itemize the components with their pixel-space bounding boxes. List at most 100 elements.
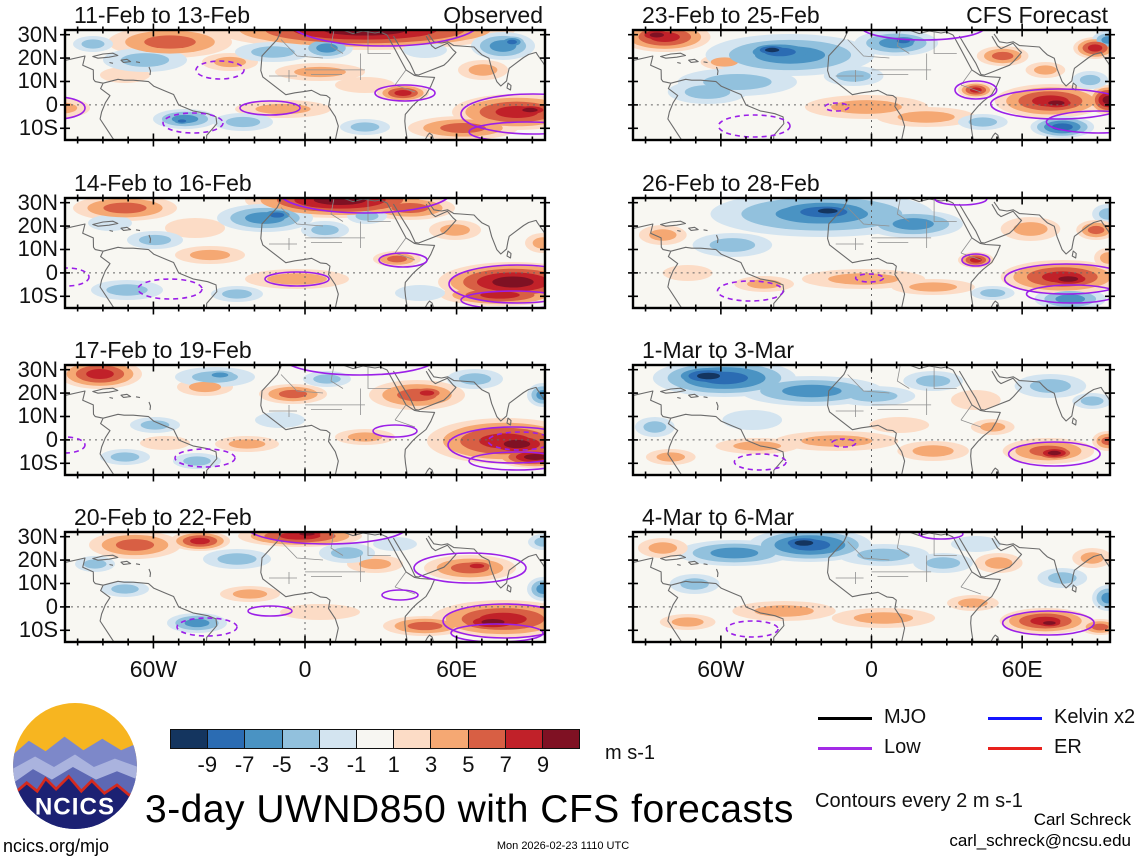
anomaly-blob <box>1087 44 1103 52</box>
anomaly-blob <box>722 410 783 430</box>
logo-mountain-near <box>13 776 137 829</box>
wave-contour <box>65 96 86 120</box>
wave-contour <box>918 532 964 540</box>
anomaly-blob <box>710 57 739 67</box>
anomaly-blob <box>523 453 545 461</box>
axis-ticks <box>628 525 1115 649</box>
map-content <box>633 365 1110 475</box>
anomaly-blob <box>140 436 190 450</box>
map-content <box>65 365 545 475</box>
wave-contour <box>823 102 850 112</box>
legend-label: MJO <box>884 706 927 728</box>
anomaly-blob <box>1100 252 1110 264</box>
axis-ticks <box>628 358 1115 482</box>
colorbar-units: m s-1 <box>605 742 655 764</box>
anomaly-blob <box>925 557 961 569</box>
anomaly-blob <box>165 218 225 238</box>
anomaly-blob <box>188 381 222 393</box>
anomaly-blob <box>534 537 545 547</box>
y-axis-label: 30N <box>17 21 58 47</box>
anomaly-blob <box>469 563 485 569</box>
wave-contour <box>174 448 236 468</box>
anomaly-blob <box>897 111 955 123</box>
anomaly-blob <box>232 589 268 599</box>
anomaly-blob <box>643 421 667 433</box>
wave-contour <box>249 532 405 545</box>
colorbar-swatch <box>318 730 357 748</box>
colorbar-tick-label: 1 <box>387 752 400 777</box>
y-axis-label: 10S <box>18 283 58 309</box>
anomaly-blob <box>853 612 914 624</box>
colorbar-tick-label: -3 <box>309 752 329 777</box>
anomaly-blob <box>671 617 704 627</box>
logo-ridge-line <box>13 774 137 798</box>
author-name: Carl Schreck <box>1033 810 1131 829</box>
anomaly-blob <box>794 540 814 546</box>
map-content <box>65 30 545 140</box>
y-axis-label: 10S <box>18 115 58 141</box>
colorbar-swatches <box>170 729 581 749</box>
panel-corner-label: Observed <box>443 2 543 28</box>
anomaly-blob <box>968 117 998 127</box>
anomaly-blob <box>951 390 1001 410</box>
anomaly-blob <box>754 605 814 617</box>
wave-contour <box>281 198 449 214</box>
timestamp: Mon 2026-02-23 1110 UTC <box>496 840 630 852</box>
anomaly-blob <box>313 374 341 384</box>
anomaly-blob <box>522 107 538 113</box>
anomaly-blob <box>507 39 517 45</box>
map-panel <box>628 23 1115 147</box>
map-panel <box>60 23 550 147</box>
wave-contour <box>716 280 784 302</box>
anomaly-blob <box>106 284 148 296</box>
anomaly-blob <box>269 212 285 218</box>
axis-ticks <box>60 525 550 649</box>
colorbar-tick-label: 7 <box>499 752 512 777</box>
wave-contour <box>372 424 418 438</box>
anomaly-blob <box>316 43 338 53</box>
wave-contour <box>65 267 90 287</box>
y-axis-label: 10S <box>18 617 58 643</box>
wave-contour <box>717 114 791 138</box>
anomaly-blob <box>958 598 988 608</box>
colorbar-swatch <box>393 730 431 748</box>
anomaly-blob <box>1098 208 1110 220</box>
panel-title: 4-Mar to 6-Mar <box>642 504 795 530</box>
anomaly-blob <box>480 291 520 299</box>
anomaly-blob <box>311 224 339 236</box>
anomaly-blob <box>222 289 252 299</box>
map-content <box>65 198 545 308</box>
x-axis-label: 60W <box>129 656 178 682</box>
wave-contour <box>413 552 527 584</box>
anomaly-blob <box>347 432 383 442</box>
anomaly-blob <box>88 215 132 231</box>
anomaly-blob <box>140 420 170 430</box>
y-axis-label: 10S <box>18 450 58 476</box>
anomaly-blob <box>86 369 114 379</box>
anomaly-blob <box>680 578 709 590</box>
anomaly-blob <box>649 229 677 241</box>
anomaly-blob <box>1043 621 1056 625</box>
wave-contour <box>442 603 545 639</box>
country-borders <box>835 198 981 261</box>
wave-contour <box>460 93 545 135</box>
anomaly-blob <box>733 441 782 451</box>
anomaly-blob <box>120 53 170 67</box>
anomaly-blob <box>1055 294 1086 304</box>
wave-contour <box>830 438 857 448</box>
anomaly-blob <box>849 390 898 402</box>
panel-corner-label: CFS Forecast <box>966 2 1108 28</box>
anomaly-blob <box>440 224 470 236</box>
anomaly-blob <box>1101 436 1110 446</box>
country-borders <box>269 365 416 428</box>
colorbar-tick-label: 5 <box>462 752 475 777</box>
anomaly-blob <box>407 621 443 631</box>
map-panels-container: 11-Feb to 13-Feb Observed 30N 20N 10N 0 10S 23-… <box>17 2 1115 682</box>
y-axis-label: 0 <box>45 593 58 619</box>
anomaly-blob <box>909 282 958 292</box>
wave-contour <box>1001 610 1095 636</box>
anomaly-blob <box>817 208 838 214</box>
panel-title: 11-Feb to 13-Feb <box>74 2 251 28</box>
anomaly-blob <box>1080 396 1104 406</box>
legend-label: ER <box>1054 736 1082 758</box>
